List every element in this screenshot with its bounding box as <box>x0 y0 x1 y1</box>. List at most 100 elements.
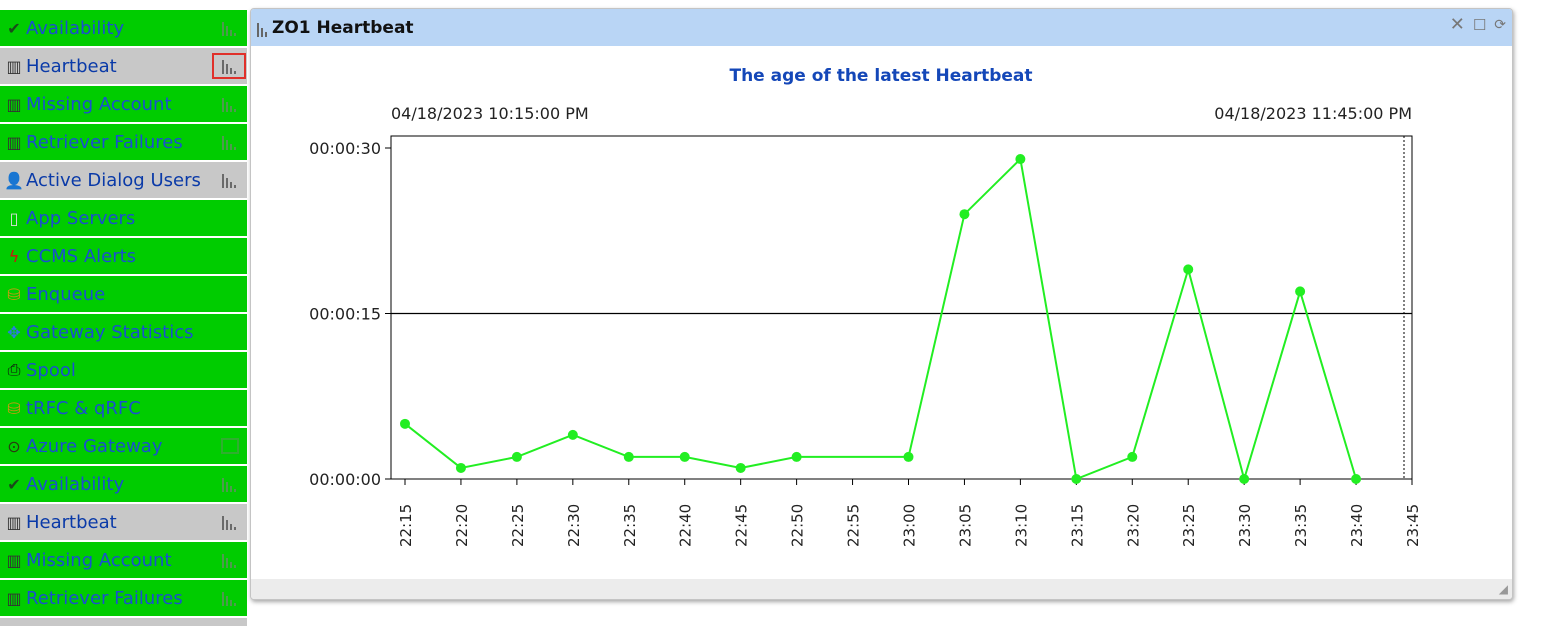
x-tick-label: 23:40 <box>1348 504 1366 547</box>
sidebar-item[interactable]: ▥ Heartbeat <box>0 504 247 540</box>
sidebar-item[interactable]: ▥ Missing Account <box>0 86 247 122</box>
bar-chart-icon: ▥ <box>6 132 22 152</box>
sidebar-item-label: Active Dialog Users <box>26 169 201 191</box>
sidebar-item[interactable]: ▥ Heartbeat <box>0 48 247 84</box>
heartbeat-panel: ZO1 Heartbeat ✕ ☐ ⟳ The age of the lates… <box>250 8 1513 600</box>
x-tick-label: 23:15 <box>1068 504 1086 547</box>
x-tick-label: 23:05 <box>956 504 974 547</box>
sidebar-item-label: Retriever Failures <box>26 131 183 153</box>
chart-button[interactable] <box>212 53 246 79</box>
bar-chart-icon: ▥ <box>6 550 22 570</box>
sidebar-item-label: Retriever Failures <box>26 587 183 609</box>
data-point <box>400 418 410 429</box>
x-tick-label: 22:30 <box>565 504 583 547</box>
chart-button[interactable] <box>215 169 243 191</box>
sidebar-item-label: Missing Account <box>26 549 172 571</box>
sidebar-item[interactable]: ✥ Gateway Statistics <box>0 314 247 350</box>
sidebar-item[interactable]: ⛁ Enqueue <box>0 276 247 312</box>
x-tick-label: 22:55 <box>845 504 863 547</box>
sidebar-item[interactable]: ▥ Retriever Failures <box>0 580 247 616</box>
chart-button[interactable] <box>215 549 243 571</box>
check-icon: ✔ <box>7 474 21 494</box>
data-point <box>455 462 466 473</box>
panel-header[interactable]: ZO1 Heartbeat ✕ ☐ ⟳ <box>251 9 1512 46</box>
x-tick-label: 22:40 <box>677 504 695 547</box>
close-icon[interactable]: ✕ <box>1449 14 1465 35</box>
y-tick-label: 00:00:30 <box>309 139 381 158</box>
data-point <box>959 209 970 220</box>
chart-button[interactable] <box>215 131 243 153</box>
data-point <box>1351 474 1362 484</box>
x-tick-label: 23:45 <box>1404 504 1422 547</box>
plot-frame <box>390 135 1413 480</box>
x-tick-label: 22:20 <box>453 504 471 547</box>
x-tick-label: 23:00 <box>901 504 919 547</box>
data-point <box>735 462 746 473</box>
maximize-icon[interactable]: ☐ <box>1472 16 1487 34</box>
bar-chart-icon: ▥ <box>6 588 22 608</box>
sidebar-item[interactable]: ✔ Availability <box>0 466 247 502</box>
sidebar-item-label: CCMS Alerts <box>26 245 137 267</box>
database-icon: ⛁ <box>7 284 21 304</box>
database-icon: ⛁ <box>7 398 21 418</box>
sidebar-item[interactable]: ϟ CCMS Alerts <box>0 238 247 274</box>
data-point <box>1127 451 1138 462</box>
alert-icon: ϟ <box>8 246 20 266</box>
list-button[interactable] <box>221 438 239 454</box>
gateway-icon: ✥ <box>7 322 21 342</box>
chart-button[interactable] <box>215 587 243 609</box>
chart-button[interactable] <box>215 511 243 533</box>
range-start-label: 04/18/2023 10:15:00 PM <box>391 104 589 123</box>
gauge-icon: ⊙ <box>7 436 21 456</box>
sidebar-item-label: App Servers <box>26 207 136 229</box>
y-tick-label: 00:00:15 <box>309 305 381 324</box>
sidebar-item-label: Missing Account <box>26 93 172 115</box>
chart-button[interactable] <box>215 93 243 115</box>
sidebar-item-label: Azure Gateway <box>26 435 163 457</box>
sidebar-item[interactable]: ▥ Missing Account <box>0 542 247 578</box>
sidebar-item[interactable]: ⊙ Azure Gateway <box>0 428 247 464</box>
x-tick-label: 22:50 <box>789 504 807 547</box>
x-tick-label: 23:30 <box>1236 504 1254 547</box>
sidebar-item-label: Heartbeat <box>26 55 117 77</box>
refresh-icon[interactable]: ⟳ <box>1494 17 1506 33</box>
data-point <box>903 451 914 462</box>
sidebar-item[interactable]: ✔ Availability <box>0 10 247 46</box>
sidebar-item[interactable]: ⛁ tRFC & qRFC <box>0 390 247 426</box>
server-icon: ▯ <box>9 208 19 228</box>
bar-chart-icon <box>257 19 267 37</box>
sidebar-item[interactable]: ▥ Retriever Failures <box>0 124 247 160</box>
bar-chart-icon: ▥ <box>6 512 22 532</box>
sidebar-item[interactable]: 👤 Active Dialog Users <box>0 162 247 198</box>
x-tick-label: 23:20 <box>1124 504 1142 547</box>
data-point <box>1183 264 1194 275</box>
user-icon: 👤 <box>4 170 24 190</box>
sidebar-item-label: tRFC & qRFC <box>26 397 141 419</box>
heartbeat-chart: The age of the latest Heartbeat 04/18/20… <box>309 66 1422 547</box>
x-tick-label: 23:35 <box>1292 504 1310 547</box>
sidebar-item-label: Availability <box>26 473 125 495</box>
data-point <box>567 429 578 440</box>
panel-footer: ◢ <box>251 579 1512 599</box>
sidebar-item-label: Enqueue <box>26 283 106 305</box>
data-point <box>1071 474 1082 484</box>
chart-title: The age of the latest Heartbeat <box>729 66 1032 86</box>
resize-grip-icon[interactable]: ◢ <box>1498 582 1508 596</box>
series-line <box>404 156 1358 483</box>
data-point <box>1295 286 1306 297</box>
sidebar-item-label: Availability <box>26 17 125 39</box>
x-tick-label: 22:25 <box>509 504 527 547</box>
chart-button[interactable] <box>215 17 243 39</box>
range-end-label: 04/18/2023 11:45:00 PM <box>1214 104 1412 123</box>
sidebar-item[interactable]: ▯ App Servers <box>0 200 247 236</box>
bar-chart-icon: ▥ <box>6 94 22 114</box>
x-tick-label: 23:25 <box>1180 504 1198 547</box>
chart-button[interactable] <box>215 473 243 495</box>
data-point <box>791 451 802 462</box>
sidebar-next-item[interactable] <box>0 618 247 626</box>
x-tick-label: 22:15 <box>397 504 415 547</box>
panel-title: ZO1 Heartbeat <box>272 17 414 38</box>
sidebar-item-label: Spool <box>26 359 76 381</box>
sidebar-item[interactable]: ⎙ Spool <box>0 352 247 388</box>
data-point <box>511 451 522 462</box>
